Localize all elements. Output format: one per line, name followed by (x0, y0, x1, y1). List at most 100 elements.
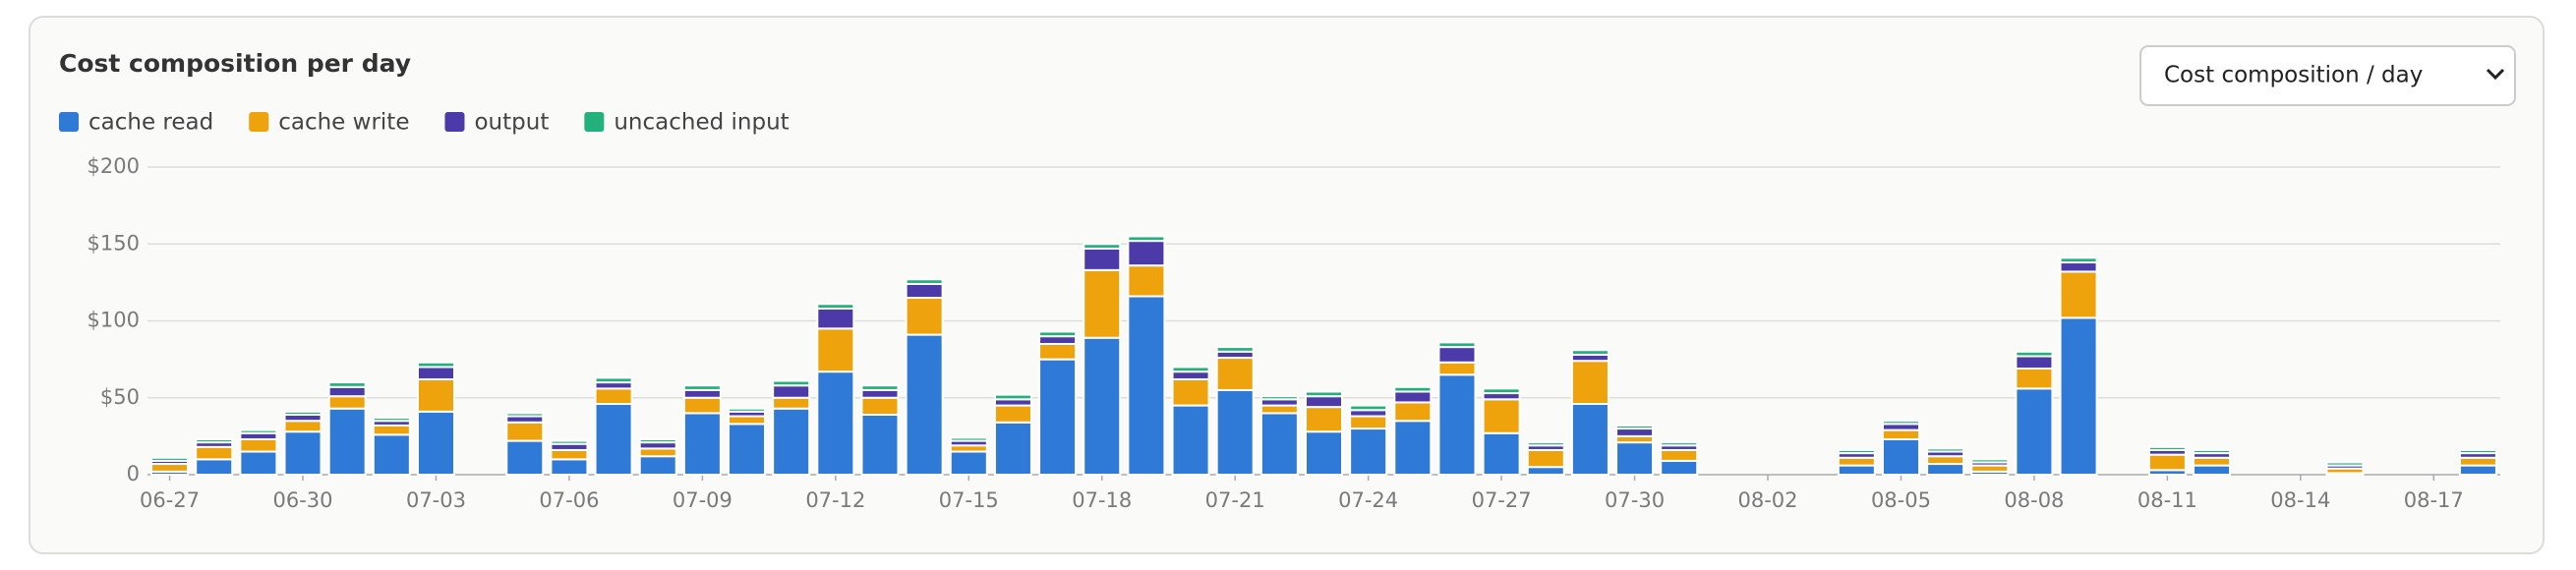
bar-segment (594, 376, 633, 384)
x-tick-label: 08-08 (2004, 488, 2064, 512)
bar-segment (1926, 447, 1965, 453)
y-tick-label: 0 (127, 462, 140, 485)
bar-segment (905, 278, 944, 285)
bar-segment (416, 366, 455, 380)
bar-segment (816, 327, 855, 373)
bar-segment (2059, 270, 2098, 319)
bar-segment (728, 415, 767, 426)
dropdown[interactable] (2139, 45, 2516, 106)
bar-segment (327, 381, 367, 388)
x-tick-label: 07-30 (1605, 488, 1665, 512)
legend-swatch (444, 112, 465, 132)
bar-segment (1171, 370, 1210, 380)
bar-segment (1660, 441, 1699, 447)
bar-segment (195, 458, 234, 477)
legend-swatch (584, 112, 605, 132)
bar-segment (1038, 358, 1078, 476)
bar-segment (2059, 316, 2098, 476)
bar-segment (1615, 428, 1655, 437)
bar-segment (816, 307, 855, 330)
legend-label: cache read (88, 110, 213, 136)
bar-segment (1171, 404, 1210, 477)
bar-segment (993, 421, 1032, 477)
bar-segment (2193, 448, 2232, 455)
bar-segment (2458, 448, 2497, 455)
dropdown-label[interactable]: Cost composition / day (2164, 63, 2423, 88)
bar-segment (1304, 406, 1344, 433)
bar-segment (1615, 424, 1655, 430)
bar-segment (860, 413, 900, 476)
bar-segment (2015, 387, 2054, 476)
bar-segment (1038, 342, 1078, 361)
bar-segment (1837, 448, 1876, 455)
bar-segment (1570, 349, 1610, 356)
dropdown-arrow[interactable] (2486, 68, 2505, 81)
x-tick-label: 07-06 (539, 488, 599, 512)
bar-segment (1881, 428, 1920, 441)
bar-segment (1304, 395, 1344, 409)
bar-segment (905, 297, 944, 336)
bar-segment (594, 387, 633, 406)
bar-segment (1171, 366, 1210, 373)
bar-segment (1259, 404, 1299, 415)
bar-segment (1083, 268, 1122, 339)
bar-segment (1215, 388, 1255, 476)
bar-segment (1570, 403, 1610, 477)
bar-segment (1393, 420, 1433, 477)
bar-segment (2458, 456, 2497, 467)
bar-segment (1437, 341, 1477, 349)
bar-segment (638, 438, 677, 444)
bar-segment (2059, 256, 2098, 264)
bar-segment (150, 463, 190, 473)
bar-segment (1259, 395, 1299, 401)
bar-segment (416, 410, 455, 476)
bar-segment (550, 439, 589, 445)
bar-segment (2015, 368, 2054, 390)
bar-segment (1038, 330, 1078, 338)
bar-segment (860, 388, 900, 399)
y-tick-label: $50 (100, 385, 140, 409)
bar-segment (1127, 235, 1166, 243)
bar-segment (772, 379, 811, 387)
bar-segment (949, 450, 988, 476)
bar-segment (1349, 428, 1388, 476)
bar-segment (2147, 453, 2187, 472)
y-tick-label: $100 (88, 309, 140, 332)
bar-segment (1526, 448, 1565, 469)
bar-segment (283, 430, 322, 476)
bar-segment (2147, 445, 2187, 451)
bar-segment (1393, 390, 1433, 404)
bar-segment (195, 438, 234, 444)
bar-segment (2059, 261, 2098, 273)
bar-segment (283, 420, 322, 433)
x-tick-label: 07-12 (805, 488, 865, 512)
bar-segment (1482, 387, 1521, 395)
bar-segment (1038, 335, 1078, 345)
bar-segment (1259, 412, 1299, 476)
x-tick-label: 07-21 (1205, 488, 1265, 512)
bar-segment (1970, 458, 2010, 464)
bar-segment (1127, 240, 1166, 267)
bar-segment (772, 407, 811, 476)
bar-segment (1349, 415, 1388, 430)
bar-segment (594, 403, 633, 477)
bar-segment (2015, 350, 2054, 358)
bar-segment (1393, 385, 1433, 393)
bar-segment (150, 456, 190, 462)
bar-segment (682, 412, 722, 476)
x-tick-label: 07-18 (1072, 488, 1132, 512)
x-tick-label: 06-30 (273, 488, 333, 512)
bar-segment (239, 428, 278, 434)
legend-label: uncached input (614, 110, 789, 136)
bar-segment (1215, 346, 1255, 353)
bar-segment (728, 407, 767, 413)
bar-segment (1127, 264, 1166, 298)
bar-segment (550, 458, 589, 477)
bar-segment (505, 439, 545, 477)
bar-segment (772, 384, 811, 399)
bar-segment (772, 396, 811, 410)
card (29, 16, 2545, 554)
bar-segment (416, 361, 455, 369)
x-tick-label: 08-02 (1737, 488, 1797, 512)
